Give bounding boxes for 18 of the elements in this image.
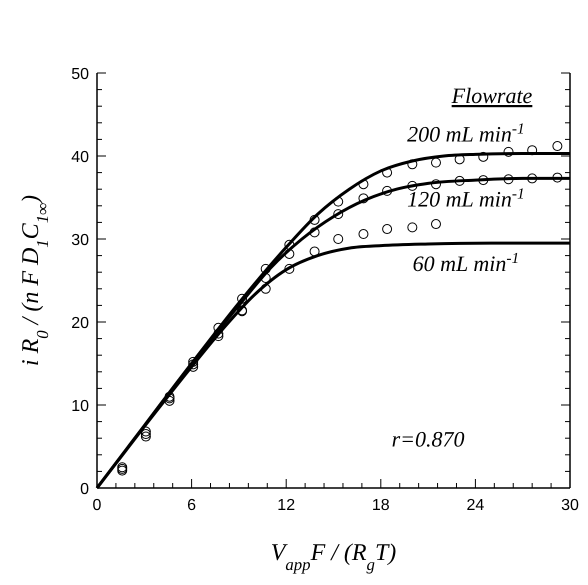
x-tick-label: 12 — [277, 497, 296, 514]
x-axis-title: V$_{app}$F / (R$_{g}$T) — [270, 540, 396, 574]
y-tick-label: 30 — [71, 232, 90, 249]
legend-label: 120 mL min$^{-1}$ — [407, 184, 525, 212]
y-tick-label: 0 — [80, 481, 90, 498]
legend-label: 200 mL min$^{-1}$ — [407, 120, 525, 147]
legend-label: 60 mL min$^{-1}$ — [412, 250, 520, 276]
y-tick-label: 10 — [71, 398, 90, 415]
x-tick-label: 24 — [466, 497, 484, 514]
x-tick-label: 18 — [372, 497, 390, 514]
y-tick-label: 20 — [71, 315, 90, 332]
annotation: r=0.870 — [392, 426, 465, 452]
x-tick-label: 6 — [187, 497, 196, 514]
y-tick-label: 40 — [71, 149, 90, 166]
legend-title: Flowrate — [450, 83, 533, 108]
x-tick-label: 30 — [561, 497, 579, 514]
x-tick-label: 0 — [92, 497, 102, 514]
y-tick-label: 50 — [71, 66, 90, 83]
